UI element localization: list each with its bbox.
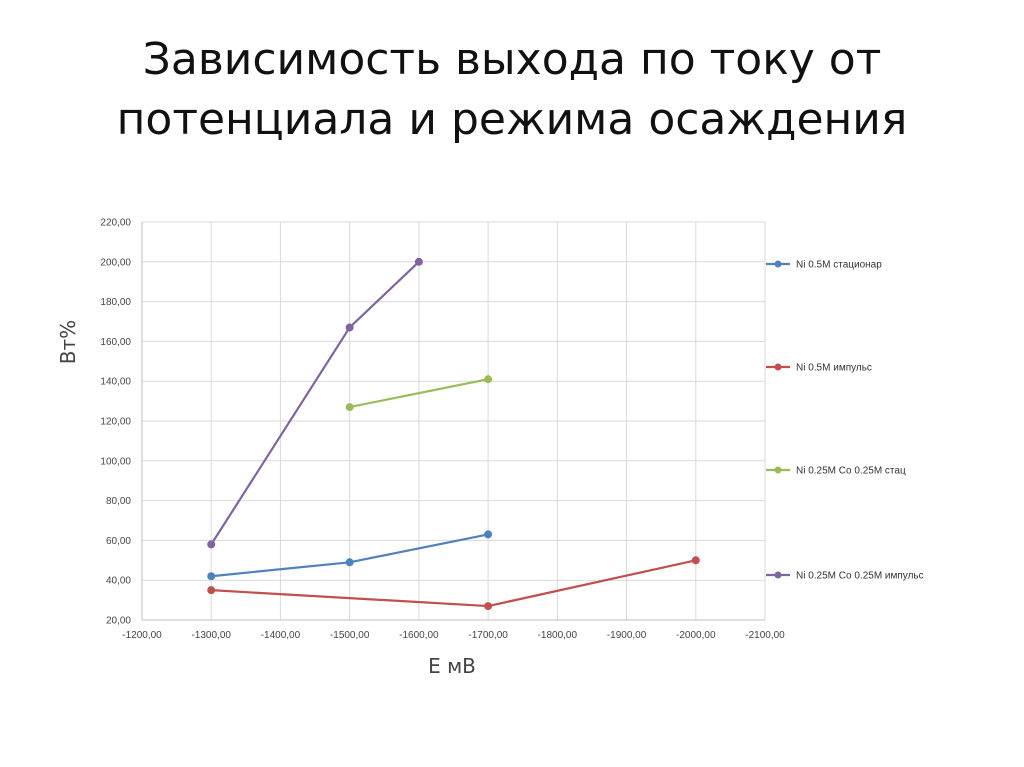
- series-line: [210, 261, 420, 545]
- data-point: [484, 375, 493, 384]
- data-point: [207, 540, 216, 549]
- y-tick-label: 80,00: [106, 496, 131, 507]
- data-point: [345, 323, 354, 332]
- y-tick-label: 200,00: [100, 257, 131, 268]
- x-tick-label: -1400,00: [261, 630, 301, 641]
- chart-series: [207, 257, 700, 611]
- data-point: [484, 602, 493, 611]
- x-tick-label: -1200,00: [122, 630, 162, 641]
- data-point: [345, 558, 354, 567]
- x-tick-label: -2100,00: [745, 630, 785, 641]
- legend-marker: [774, 363, 782, 371]
- chart-legend: Ni 0.5M стационар Ni 0.5M импульс Ni 0.25M…: [766, 260, 924, 582]
- data-point: [207, 586, 216, 595]
- data-point: [414, 257, 423, 266]
- y-axis-title: Вт%: [56, 320, 80, 364]
- y-tick-label: 120,00: [100, 417, 131, 428]
- data-point: [484, 530, 493, 539]
- x-tick-label: -1500,00: [330, 630, 370, 641]
- data-point: [207, 572, 216, 581]
- x-tick-label: -2000,00: [676, 630, 716, 641]
- x-axis-title: Е мВ: [428, 654, 476, 678]
- y-tick-label: 40,00: [106, 576, 131, 587]
- x-tick-label: -1600,00: [399, 630, 439, 641]
- legend-label: Ni 0.5M импульс: [796, 363, 872, 374]
- x-tick-label: -1300,00: [191, 630, 231, 641]
- legend-label: Ni 0.25M Co 0.25M стац: [796, 466, 906, 477]
- y-tick-label: 220,00: [100, 218, 131, 229]
- chart-gridlines: [141, 221, 766, 621]
- chart-axes: 20,00 40,00 60,00 80,00 100,00 120,00 140,00 16…: [100, 218, 785, 642]
- slide-title-line-1: Зависимость выхода по току от: [142, 34, 882, 85]
- y-tick-label: 100,00: [100, 456, 131, 467]
- legend-marker: [774, 571, 782, 579]
- series-line: [211, 559, 697, 608]
- data-point: [691, 556, 700, 565]
- y-tick-label: 160,00: [100, 337, 131, 348]
- slide-title-line-2: потенциала и режима осаждения: [116, 94, 908, 145]
- y-tick-label: 180,00: [100, 297, 131, 308]
- y-tick-label: 20,00: [106, 616, 131, 627]
- legend-label: Ni 0.25M Co 0.25M импульс: [796, 571, 924, 582]
- legend-marker: [774, 260, 782, 268]
- legend-label: Ni 0.5M стационар: [796, 260, 882, 271]
- legend-marker: [774, 466, 782, 474]
- x-tick-label: -1800,00: [538, 630, 578, 641]
- series-line: [349, 378, 489, 409]
- data-point: [345, 403, 354, 412]
- x-tick-label: -1700,00: [468, 630, 508, 641]
- x-tick-label: -1900,00: [607, 630, 647, 641]
- y-tick-label: 60,00: [106, 536, 131, 547]
- slide-title: Зависимость выхода по току от потенциала…: [0, 30, 1024, 150]
- y-tick-label: 140,00: [100, 377, 131, 388]
